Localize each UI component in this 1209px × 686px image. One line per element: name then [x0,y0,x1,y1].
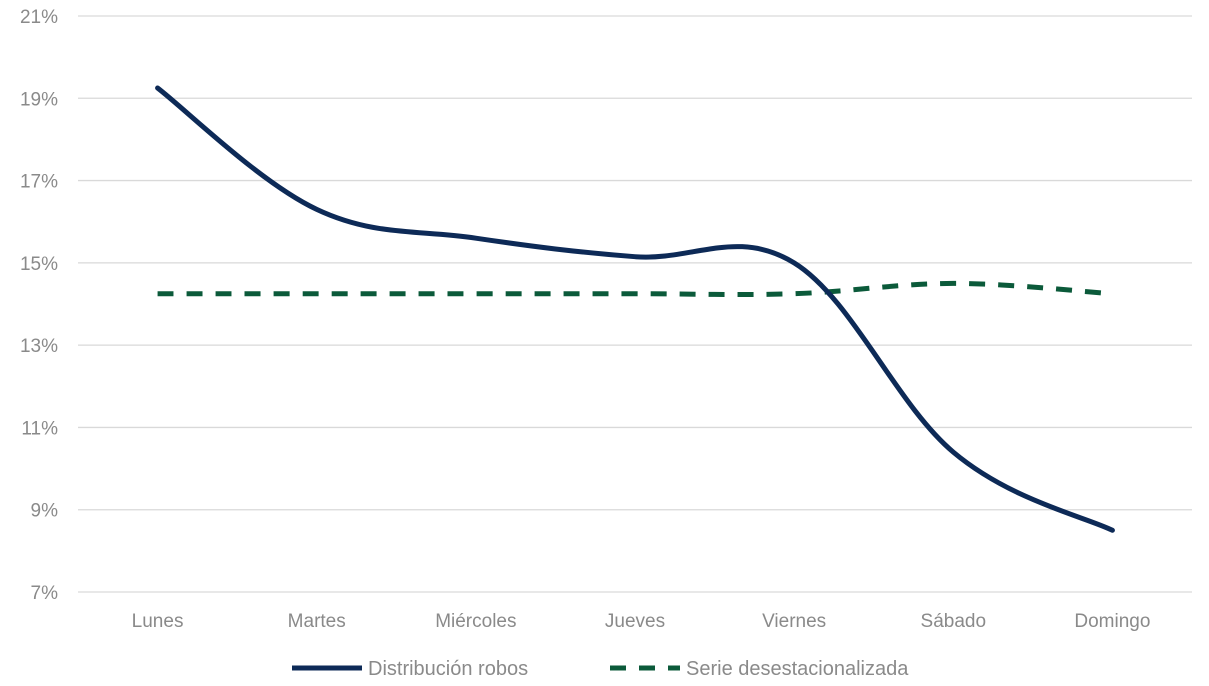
y-tick-label: 13% [20,336,58,357]
y-tick-label: 19% [20,89,58,110]
x-tick-label: Domingo [1074,611,1150,632]
y-tick-label: 15% [20,254,58,275]
y-tick-label: 17% [20,172,58,193]
series-lines [155,85,1115,533]
x-tick-label: Miércoles [435,611,516,632]
x-tick-label: Jueves [605,611,665,632]
series-line [155,85,1115,533]
y-tick-label: 21% [20,7,58,28]
y-axis-ticks: 7% 9% 11% 13% 15% 17% 19% 21% [20,7,58,604]
x-axis-ticks: Lunes Martes Miércoles Jueves Viernes Sábado D… [132,611,1151,632]
x-tick-label: Sábado [921,611,987,632]
y-tick-label: 9% [31,501,59,522]
y-tick-label: 11% [21,418,58,439]
legend: Distribución robos Serie desestacionaliza… [292,658,909,680]
x-tick-label: Viernes [762,611,826,632]
y-tick-label: 7% [31,583,59,604]
series-line [157,280,1113,298]
legend-label: Serie desestacionalizada [686,658,909,680]
x-tick-label: Lunes [132,611,184,632]
legend-label: Distribución robos [368,658,528,680]
gridlines [78,15,1192,593]
x-tick-label: Martes [288,611,346,632]
